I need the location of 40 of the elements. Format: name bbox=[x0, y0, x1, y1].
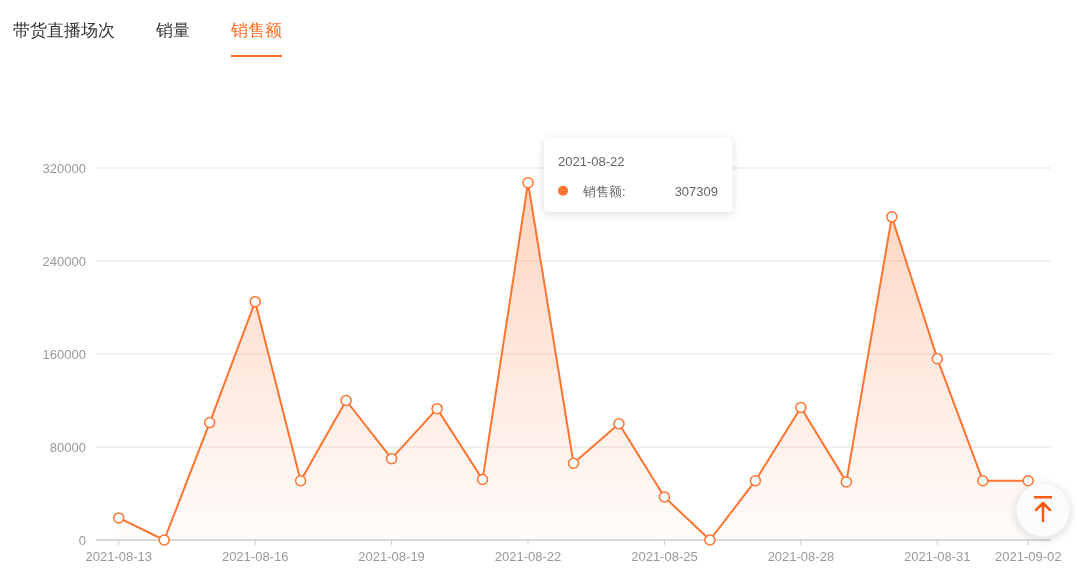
point bbox=[613, 418, 625, 430]
point bbox=[294, 474, 307, 487]
x-tick-label: 2021-08-31 bbox=[904, 549, 971, 564]
point bbox=[795, 401, 807, 414]
point bbox=[158, 534, 170, 546]
point bbox=[340, 394, 352, 407]
point bbox=[249, 295, 261, 308]
x-tick-label: 2021-08-28 bbox=[767, 549, 835, 564]
point bbox=[840, 476, 853, 488]
point bbox=[886, 211, 898, 223]
annotation: 307309 bbox=[674, 183, 719, 199]
point bbox=[522, 177, 534, 189]
text: 带货直播场次 bbox=[13, 21, 115, 40]
y-tick-label: 240000 bbox=[42, 253, 86, 269]
chart-title: 销售额 bbox=[230, 21, 282, 40]
point bbox=[931, 352, 944, 365]
point bbox=[704, 534, 716, 546]
x-tick-label: 2021-09-02 bbox=[995, 549, 1062, 564]
x-tick-label: 2021-08-19 bbox=[358, 549, 425, 564]
point bbox=[1022, 474, 1035, 487]
point bbox=[431, 402, 443, 415]
y-tick-label: 160000 bbox=[42, 346, 86, 362]
annotation: 2021-08-22 bbox=[558, 153, 625, 169]
point bbox=[385, 452, 398, 465]
x-tick-label: 2021-08-22 bbox=[494, 549, 562, 564]
point bbox=[567, 457, 580, 470]
point bbox=[658, 491, 671, 503]
point bbox=[112, 512, 125, 524]
x-tick-label: 2021-08-25 bbox=[631, 549, 698, 564]
point bbox=[476, 473, 489, 486]
text: 销量 bbox=[155, 21, 190, 40]
point bbox=[749, 474, 762, 487]
x-tick-label: 2021-08-13 bbox=[85, 549, 152, 564]
y-tick-label: 320000 bbox=[42, 160, 86, 176]
legend-label: 销售额: bbox=[582, 183, 626, 199]
point bbox=[977, 474, 989, 487]
x-tick-label: 2021-08-16 bbox=[221, 549, 289, 564]
point bbox=[203, 416, 216, 429]
y-tick-label: 0 bbox=[78, 532, 86, 548]
y-tick-label: 80000 bbox=[49, 439, 86, 455]
